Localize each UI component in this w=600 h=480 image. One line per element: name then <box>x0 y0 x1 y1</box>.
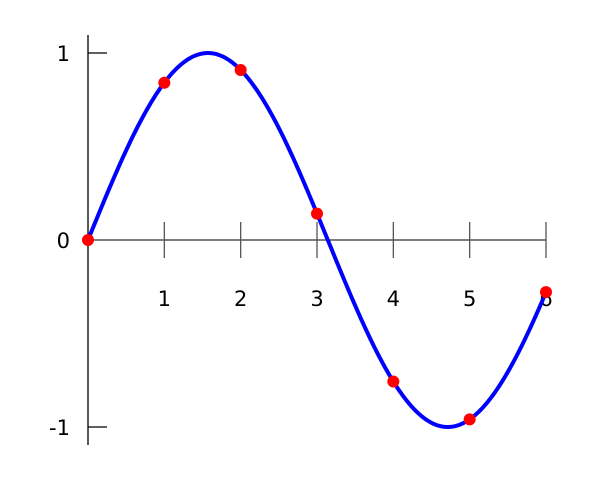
data-point <box>234 64 247 77</box>
data-point <box>158 76 171 89</box>
x-tick-label: 4 <box>387 287 400 311</box>
y-tick-label: -1 <box>49 416 70 440</box>
x-tick-label: 2 <box>234 287 247 311</box>
data-point <box>311 207 323 220</box>
y-tick-label: 1 <box>57 42 70 66</box>
y-tick-label: 0 <box>57 229 70 253</box>
data-point <box>387 375 400 388</box>
data-point <box>463 413 476 426</box>
x-tick-label: 3 <box>310 287 323 311</box>
data-point <box>82 234 94 246</box>
x-tick-label: 5 <box>463 287 476 311</box>
x-tick-label: 1 <box>158 287 171 311</box>
data-point <box>540 286 552 299</box>
